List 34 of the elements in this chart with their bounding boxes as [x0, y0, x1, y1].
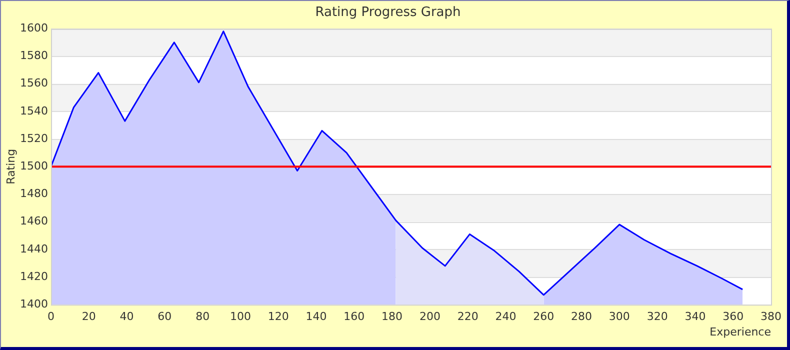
x-tick-label: 180	[382, 310, 403, 324]
y-tick-label: 1420	[20, 270, 48, 283]
y-tick-label: 1600	[20, 21, 48, 34]
x-tick-label: 260	[533, 310, 554, 324]
y-tick-label: 1540	[20, 104, 48, 118]
x-tick-label: 20	[82, 310, 96, 324]
x-tick-label: 360	[722, 310, 744, 324]
y-tick-label: 1520	[20, 132, 48, 145]
x-tick-label: 320	[646, 310, 668, 324]
y-tick-label: 1400	[20, 297, 48, 310]
y-tick-label: 1460	[20, 214, 48, 228]
x-tick-label: 280	[571, 310, 592, 324]
x-tick-label: 100	[230, 310, 251, 324]
x-tick-label: 340	[684, 310, 706, 324]
x-tick-label: 300	[608, 310, 630, 324]
x-tick-label: 40	[120, 310, 134, 324]
x-tick-label: 120	[268, 310, 289, 324]
y-tick-label: 1440	[20, 242, 48, 256]
x-tick-label: 0	[48, 310, 54, 324]
y-tick-label: 1480	[20, 187, 48, 200]
x-axis-title: Experience	[710, 325, 772, 338]
x-tick-label: 60	[158, 310, 172, 324]
x-tick-label: 160	[344, 310, 365, 324]
y-axis-title: Rating	[4, 148, 18, 184]
y-tick-label: 1500	[20, 159, 48, 172]
x-tick-label: 140	[306, 310, 327, 324]
x-tick-label: 220	[457, 310, 478, 324]
chart-title: Rating Progress Graph	[315, 5, 461, 20]
y-tick-label: 1560	[20, 76, 48, 90]
x-tick-label: 380	[760, 310, 782, 324]
y-tick-label: 1580	[20, 49, 48, 62]
x-tick-label: 240	[495, 310, 516, 324]
x-tick-label: 200	[419, 310, 440, 324]
x-tick-label: 80	[196, 310, 210, 324]
